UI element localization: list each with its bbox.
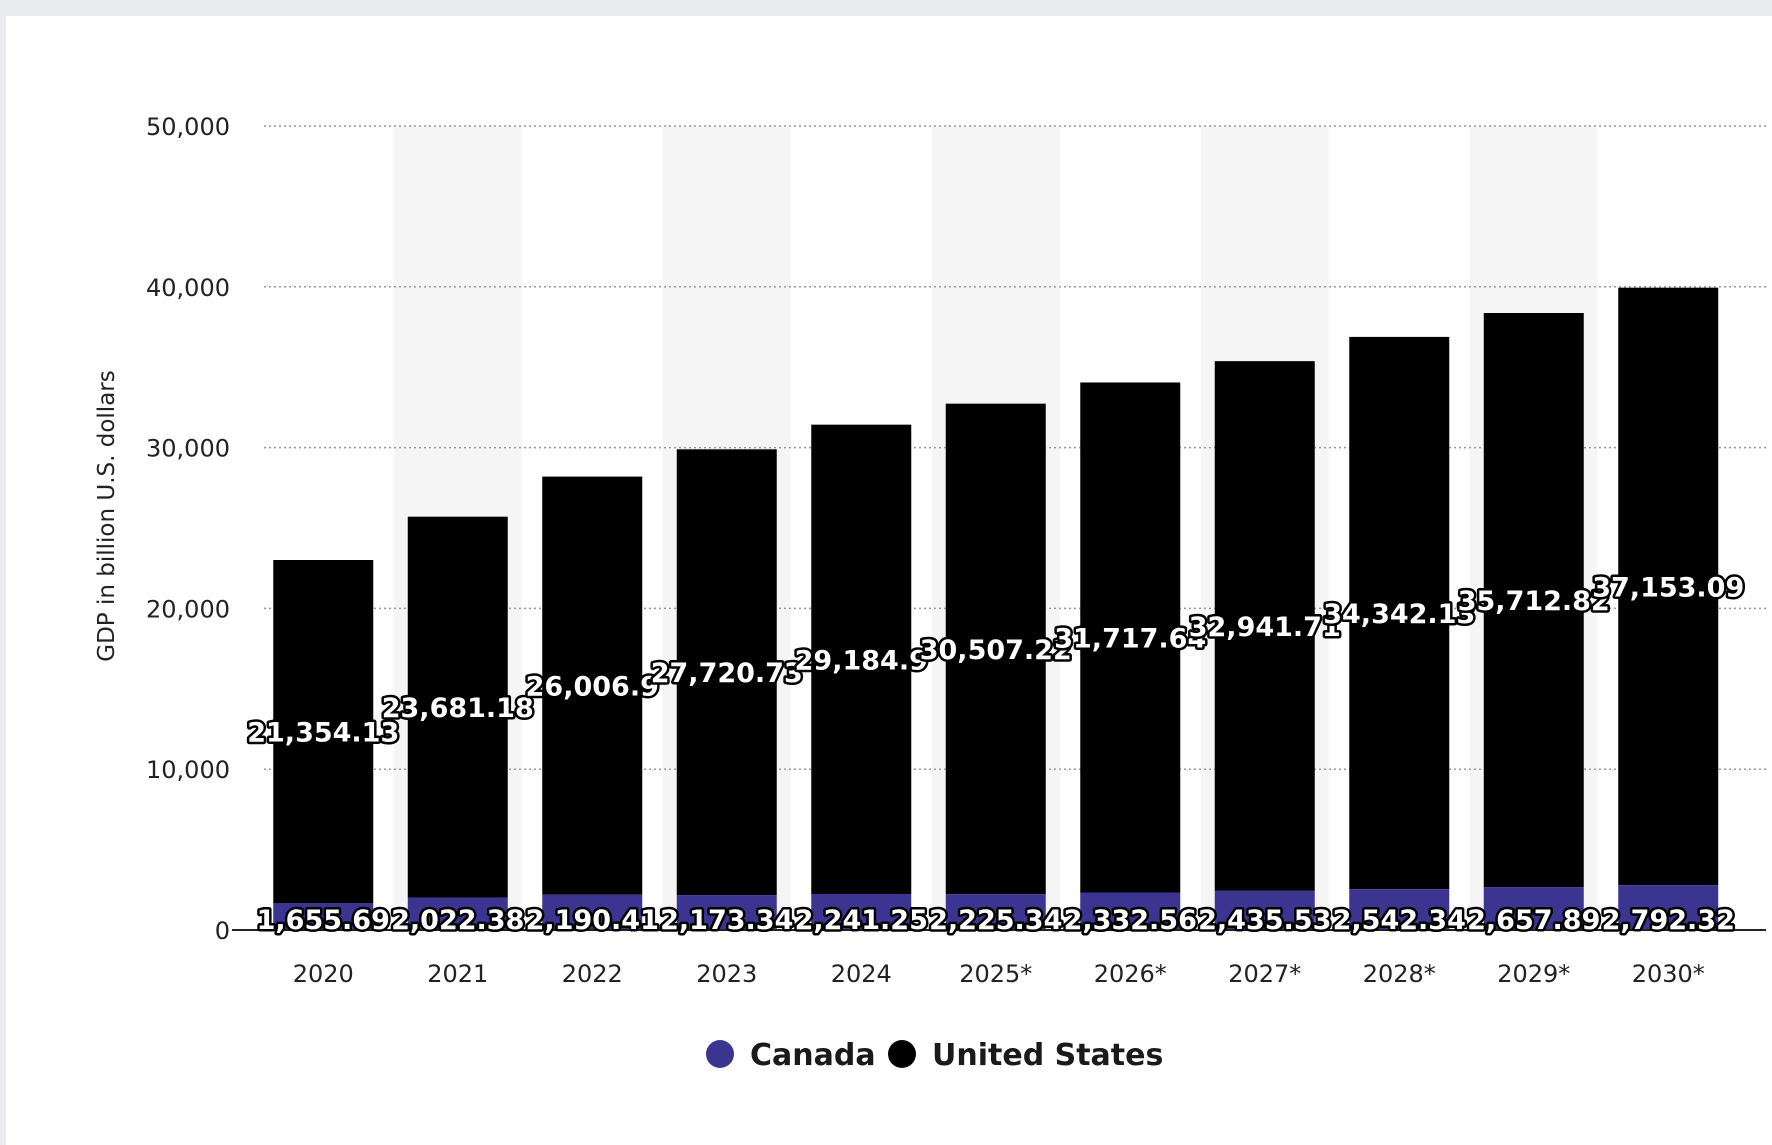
legend[interactable]: Canada United States — [706, 1038, 1163, 1073]
x-tick-label: 2024 — [831, 960, 892, 988]
data-label-united-states: 23,681.18 — [382, 693, 534, 724]
legend-label-united-states: United States — [932, 1038, 1163, 1073]
data-label-united-states: 37,153.09 — [1592, 572, 1744, 603]
x-tick-label: 2025* — [959, 960, 1032, 988]
y-tick-label: 0 — [215, 917, 230, 945]
chart-card: 0 10,000 20,000 30,000 40,000 50,000 GDP in b… — [6, 16, 1772, 1145]
data-label-canada: 2,542.34 — [1333, 905, 1466, 936]
bar-united-states — [1483, 312, 1584, 888]
data-label-united-states: 35,712.82 — [1458, 586, 1610, 617]
x-tick-label: 2027* — [1228, 960, 1301, 988]
bar-united-states — [1080, 382, 1181, 893]
bar-united-states — [1618, 287, 1719, 886]
x-axis-ticks: 2020 2021 2022 2023 2024 2025* 2026* 2027* 2028*… — [293, 960, 1705, 988]
bar-canada — [542, 894, 643, 930]
x-tick-label: 2029* — [1497, 960, 1570, 988]
bar-united-states — [542, 476, 643, 895]
bar-canada — [1080, 892, 1181, 930]
bar-canada — [945, 894, 1046, 930]
y-axis-ticks: 0 10,000 20,000 30,000 40,000 50,000 — [146, 113, 230, 945]
bar-united-states — [945, 403, 1046, 895]
bar-canada — [1349, 889, 1450, 930]
data-label-united-states: 27,720.73 — [651, 658, 803, 689]
data-label-united-states: 21,354.13 — [247, 718, 399, 749]
x-tick-label: 2030* — [1632, 960, 1705, 988]
bar-canada — [273, 903, 374, 930]
bars — [273, 287, 1719, 930]
bar-canada — [811, 893, 912, 930]
bar-united-states — [1349, 336, 1450, 890]
data-label-canada: 2,190.41 — [526, 905, 659, 936]
y-tick-label: 40,000 — [146, 274, 230, 302]
data-label-united-states: 30,507.22 — [920, 635, 1072, 666]
bar-united-states — [1214, 361, 1315, 891]
data-label-united-states: 31,717.64 — [1054, 623, 1206, 654]
data-label-canada: 2,332.56 — [1064, 905, 1197, 936]
bar-chart: 0 10,000 20,000 30,000 40,000 50,000 GDP in b… — [94, 113, 1766, 1073]
data-label-canada: 2,022.38 — [391, 905, 524, 936]
legend-swatch-canada — [706, 1040, 734, 1068]
x-tick-label: 2028* — [1363, 960, 1436, 988]
data-label-united-states: 32,941.71 — [1189, 612, 1341, 643]
y-tick-label: 10,000 — [146, 756, 230, 784]
data-label-canada: 2,792.32 — [1602, 905, 1735, 936]
y-tick-label: 30,000 — [146, 435, 230, 463]
bar-canada — [1483, 887, 1584, 930]
bar-united-states — [811, 424, 912, 894]
x-tick-label: 2020 — [293, 960, 354, 988]
x-tick-label: 2023 — [696, 960, 757, 988]
bar-canada — [407, 897, 508, 930]
data-label-canada: 2,173.34 — [660, 905, 793, 936]
data-label-united-states: 34,342.13 — [1323, 599, 1475, 630]
x-tick-label: 2021 — [427, 960, 488, 988]
y-tick-label: 20,000 — [146, 595, 230, 623]
bar-canada — [676, 895, 777, 930]
x-tick-label: 2026* — [1094, 960, 1167, 988]
y-tick-label: 50,000 — [146, 113, 230, 141]
bar-united-states — [676, 449, 777, 896]
data-label-united-states: 29,184.9 — [795, 645, 928, 676]
data-label-canada: 2,657.89 — [1467, 905, 1600, 936]
legend-item-canada[interactable]: Canada — [706, 1038, 876, 1073]
legend-item-united-states[interactable]: United States — [888, 1038, 1163, 1073]
data-labels: 21,354.13 1,655.69 23,681.18 2,022.38 26,006… — [245, 570, 1747, 939]
data-label-canada: 1,655.69 — [257, 905, 390, 936]
legend-swatch-united-states — [888, 1040, 916, 1068]
bar-canada — [1618, 885, 1719, 930]
legend-label-canada: Canada — [750, 1038, 876, 1073]
bar-united-states — [407, 516, 508, 898]
bar-united-states — [273, 560, 374, 904]
data-label-canada: 2,435.53 — [1198, 905, 1331, 936]
y-axis-title: GDP in billion U.S. dollars — [94, 370, 120, 661]
x-tick-label: 2022 — [562, 960, 623, 988]
data-label-canada: 2,241.25 — [795, 905, 928, 936]
bar-canada — [1214, 890, 1315, 930]
data-label-canada: 2,225.34 — [929, 905, 1062, 936]
data-label-united-states: 26,006.9 — [526, 672, 659, 703]
